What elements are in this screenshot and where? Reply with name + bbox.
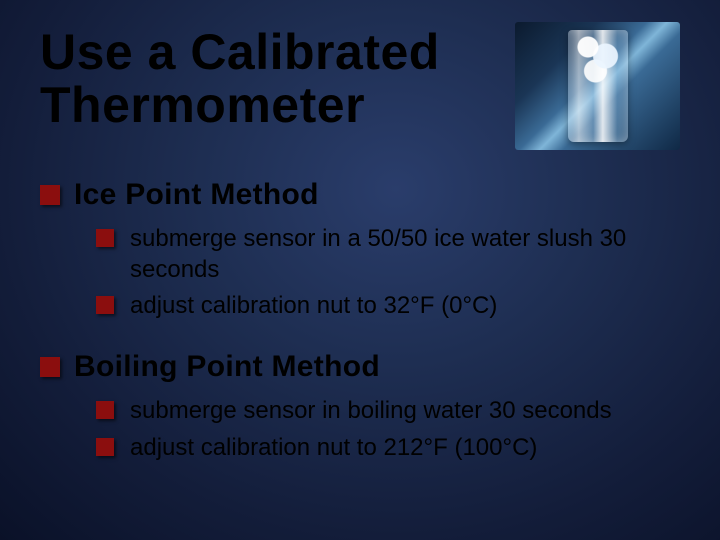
list-item-text: submerge sensor in boiling water 30 seco… <box>130 396 612 427</box>
list-item: submerge sensor in boiling water 30 seco… <box>96 396 680 427</box>
list-item: submerge sensor in a 50/50 ice water slu… <box>96 224 680 285</box>
section-2-header: Boiling Point Method <box>40 350 680 384</box>
list-item-text: submerge sensor in a 50/50 ice water slu… <box>130 224 680 285</box>
section-1-header: Ice Point Method <box>40 178 680 212</box>
list-item: adjust calibration nut to 32°F (0°C) <box>96 291 680 322</box>
ice-water-image <box>515 22 680 150</box>
square-bullet-icon <box>96 401 114 419</box>
square-bullet-icon <box>96 229 114 247</box>
square-bullet-icon <box>96 438 114 456</box>
title-line-2: Thermometer <box>40 79 440 132</box>
list-item: adjust calibration nut to 212°F (100°C) <box>96 433 680 464</box>
ice-shape <box>573 32 623 92</box>
section-1-list: submerge sensor in a 50/50 ice water slu… <box>96 224 680 322</box>
square-bullet-icon <box>40 357 60 377</box>
title-line-1: Use a Calibrated <box>40 26 440 79</box>
slide-title: Use a Calibrated Thermometer <box>40 26 440 131</box>
section-2-title: Boiling Point Method <box>74 350 380 384</box>
section-1-title: Ice Point Method <box>74 178 319 212</box>
content-area: Ice Point Method submerge sensor in a 50… <box>40 178 680 470</box>
section-2-list: submerge sensor in boiling water 30 seco… <box>96 396 680 463</box>
square-bullet-icon <box>40 185 60 205</box>
list-item-text: adjust calibration nut to 212°F (100°C) <box>130 433 537 464</box>
list-item-text: adjust calibration nut to 32°F (0°C) <box>130 291 497 322</box>
square-bullet-icon <box>96 296 114 314</box>
